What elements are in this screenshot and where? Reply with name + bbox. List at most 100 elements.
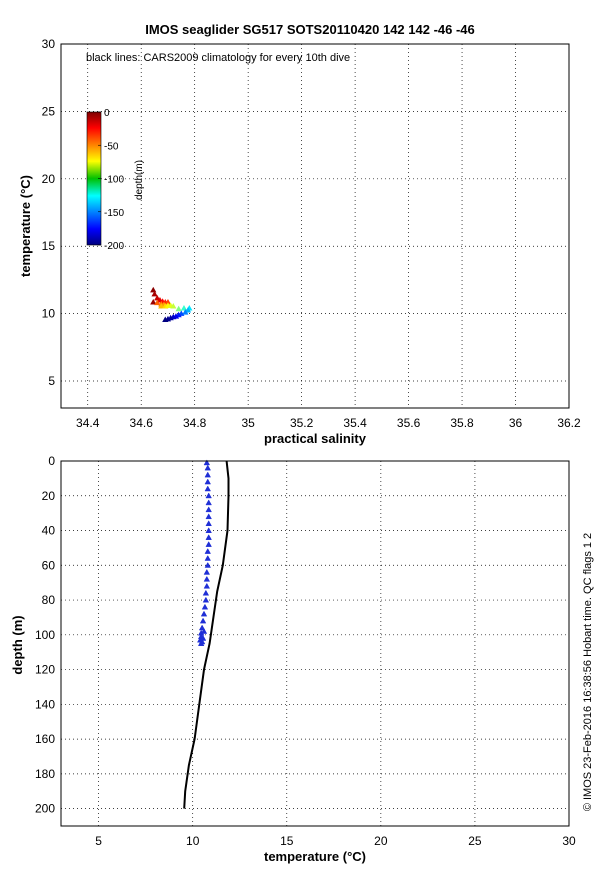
glider-profile-point xyxy=(205,527,212,533)
ts-y-tick-labels: 5 10 15 20 25 30 xyxy=(42,37,56,388)
ts-y-tick-label: 25 xyxy=(42,104,56,118)
ts-plot-frame xyxy=(60,43,570,409)
colorbar-tick-labels: 0 -50 -100 -150 -200 xyxy=(98,108,124,252)
glider-profile-point xyxy=(204,471,211,478)
ts-x-tick-label: 36 xyxy=(509,416,523,430)
ts-x-tick-label: 36.2 xyxy=(557,416,581,430)
profile-y-tick-label: 0 xyxy=(48,454,55,468)
glider-profile-point xyxy=(205,492,212,499)
climatology-profile-line xyxy=(183,460,230,809)
glider-profile-point xyxy=(205,520,212,527)
ts-data-point xyxy=(151,290,158,297)
ts-data-point xyxy=(180,305,188,311)
profile-y-axis-label: depth (m) xyxy=(10,615,25,674)
profile-y-tick-label: 80 xyxy=(42,593,56,607)
ts-y-tick-label: 10 xyxy=(42,307,56,321)
ts-x-tick-label: 34.4 xyxy=(76,416,100,430)
glider-profile-point xyxy=(203,582,211,589)
profile-y-tick-labels: 0 20 40 60 80 100 120 140 160 180 200 xyxy=(35,454,55,816)
glider-profile-point xyxy=(204,561,211,568)
glider-profile-point xyxy=(199,634,207,641)
ts-data-point xyxy=(158,303,165,309)
ts-gridlines xyxy=(61,43,570,408)
ts-x-tick-label: 35.4 xyxy=(343,416,367,430)
profile-x-tick-labels: 5 10 15 20 25 30 xyxy=(95,834,576,848)
glider-profile-point xyxy=(203,459,211,466)
profile-x-tick-label: 25 xyxy=(468,834,482,848)
glider-profile-point xyxy=(205,506,212,513)
glider-profile-point xyxy=(205,513,212,520)
glider-profile-point xyxy=(198,624,206,631)
ts-data-point xyxy=(170,303,177,309)
ts-panel: 34.4 34.6 34.8 35 35.2 35.4 35.6 35.8 36 36.2 5 10… xyxy=(18,37,581,446)
profile-y-tick-label: 100 xyxy=(35,628,55,642)
ts-data-point xyxy=(154,299,161,306)
glider-profile-point xyxy=(205,499,212,506)
figure-title: IMOS seaglider SG517 SOTS20110420 142 14… xyxy=(145,22,475,37)
ts-y-tick-label: 20 xyxy=(42,172,56,186)
ts-x-tick-label: 34.6 xyxy=(130,416,154,430)
glider-profile-point xyxy=(202,596,210,603)
ts-y-tick-label: 30 xyxy=(42,37,56,51)
profile-panel: 5 10 15 20 25 30 020406080100120140160180200 … xyxy=(10,454,576,864)
profile-x-tick-label: 5 xyxy=(95,834,102,848)
ts-data-point xyxy=(162,316,169,322)
profile-x-tick-label: 15 xyxy=(280,834,294,848)
glider-profile-point xyxy=(203,575,211,582)
glider-profile-point xyxy=(204,464,211,471)
glider-profile-point xyxy=(204,548,211,554)
colorbar-tick-label: -100 xyxy=(104,175,124,186)
glider-profile-point xyxy=(200,610,208,617)
colorbar-tick-label: -200 xyxy=(104,241,124,252)
ts-data-point xyxy=(150,298,157,305)
profile-x-axis-label: temperature (°C) xyxy=(264,849,366,864)
glider-profile-point xyxy=(205,541,212,547)
ts-x-tick-label: 34.8 xyxy=(183,416,207,430)
profile-x-tick-label: 10 xyxy=(186,834,200,848)
ts-scatter-points xyxy=(150,286,193,322)
colorbar-label: depth(m) xyxy=(134,160,145,200)
glider-profile-point xyxy=(205,534,212,540)
glider-profile-point xyxy=(199,617,207,624)
glider-profile-point xyxy=(204,478,211,485)
profile-x-tick-label: 20 xyxy=(374,834,388,848)
ts-data-point xyxy=(182,309,189,315)
copyright-timestamp-note: © IMOS 23-Feb-2016 16:38:56 Hobart time.… xyxy=(582,533,594,811)
ts-data-point xyxy=(175,305,182,312)
profile-gridlines xyxy=(61,460,570,826)
profile-x-tick-label: 30 xyxy=(562,834,576,848)
profile-y-tick-label: 180 xyxy=(35,767,55,781)
colorbar-tick-label: -150 xyxy=(104,208,124,219)
glider-profile-point xyxy=(200,628,208,634)
ts-y-tick-label: 5 xyxy=(48,374,55,388)
ts-y-axis-label: temperature (°C) xyxy=(18,175,33,277)
profile-y-tick-label: 20 xyxy=(42,489,56,503)
ts-y-tick-label: 15 xyxy=(42,239,56,253)
colorbar-tick-label: 0 xyxy=(104,108,110,119)
profile-y-tick-label: 160 xyxy=(35,732,55,746)
profile-y-tick-label: 200 xyxy=(35,802,55,816)
ts-data-point xyxy=(150,286,157,293)
glider-profile-point xyxy=(204,555,211,561)
glider-profile-point xyxy=(204,485,211,492)
ts-data-point xyxy=(184,307,192,313)
glider-profile-point xyxy=(197,640,205,646)
glider-profile-point xyxy=(203,568,211,575)
glider-profile-point xyxy=(201,603,209,610)
colorbar-tick-label: -50 xyxy=(104,141,119,152)
profile-y-tick-label: 120 xyxy=(35,663,55,677)
profile-y-tick-label: 140 xyxy=(35,697,55,711)
profile-y-tick-label: 40 xyxy=(42,524,56,538)
ts-x-tick-label: 35.6 xyxy=(397,416,421,430)
profile-y-tick-label: 60 xyxy=(42,558,56,572)
profile-series xyxy=(183,459,230,809)
ts-x-tick-labels: 34.4 34.6 34.8 35 35.2 35.4 35.6 35.8 36 36.2 xyxy=(76,416,581,430)
ts-x-tick-label: 35 xyxy=(241,416,255,430)
ts-x-axis-label: practical salinity xyxy=(264,431,367,446)
depth-colorbar: 0 -50 -100 -150 -200 depth(m) xyxy=(86,108,145,252)
climatology-note: black lines: CARS2009 climatology for ev… xyxy=(86,52,350,64)
profile-plot-frame xyxy=(60,460,570,827)
glider-profile-point xyxy=(202,589,210,596)
ts-x-tick-label: 35.8 xyxy=(450,416,474,430)
